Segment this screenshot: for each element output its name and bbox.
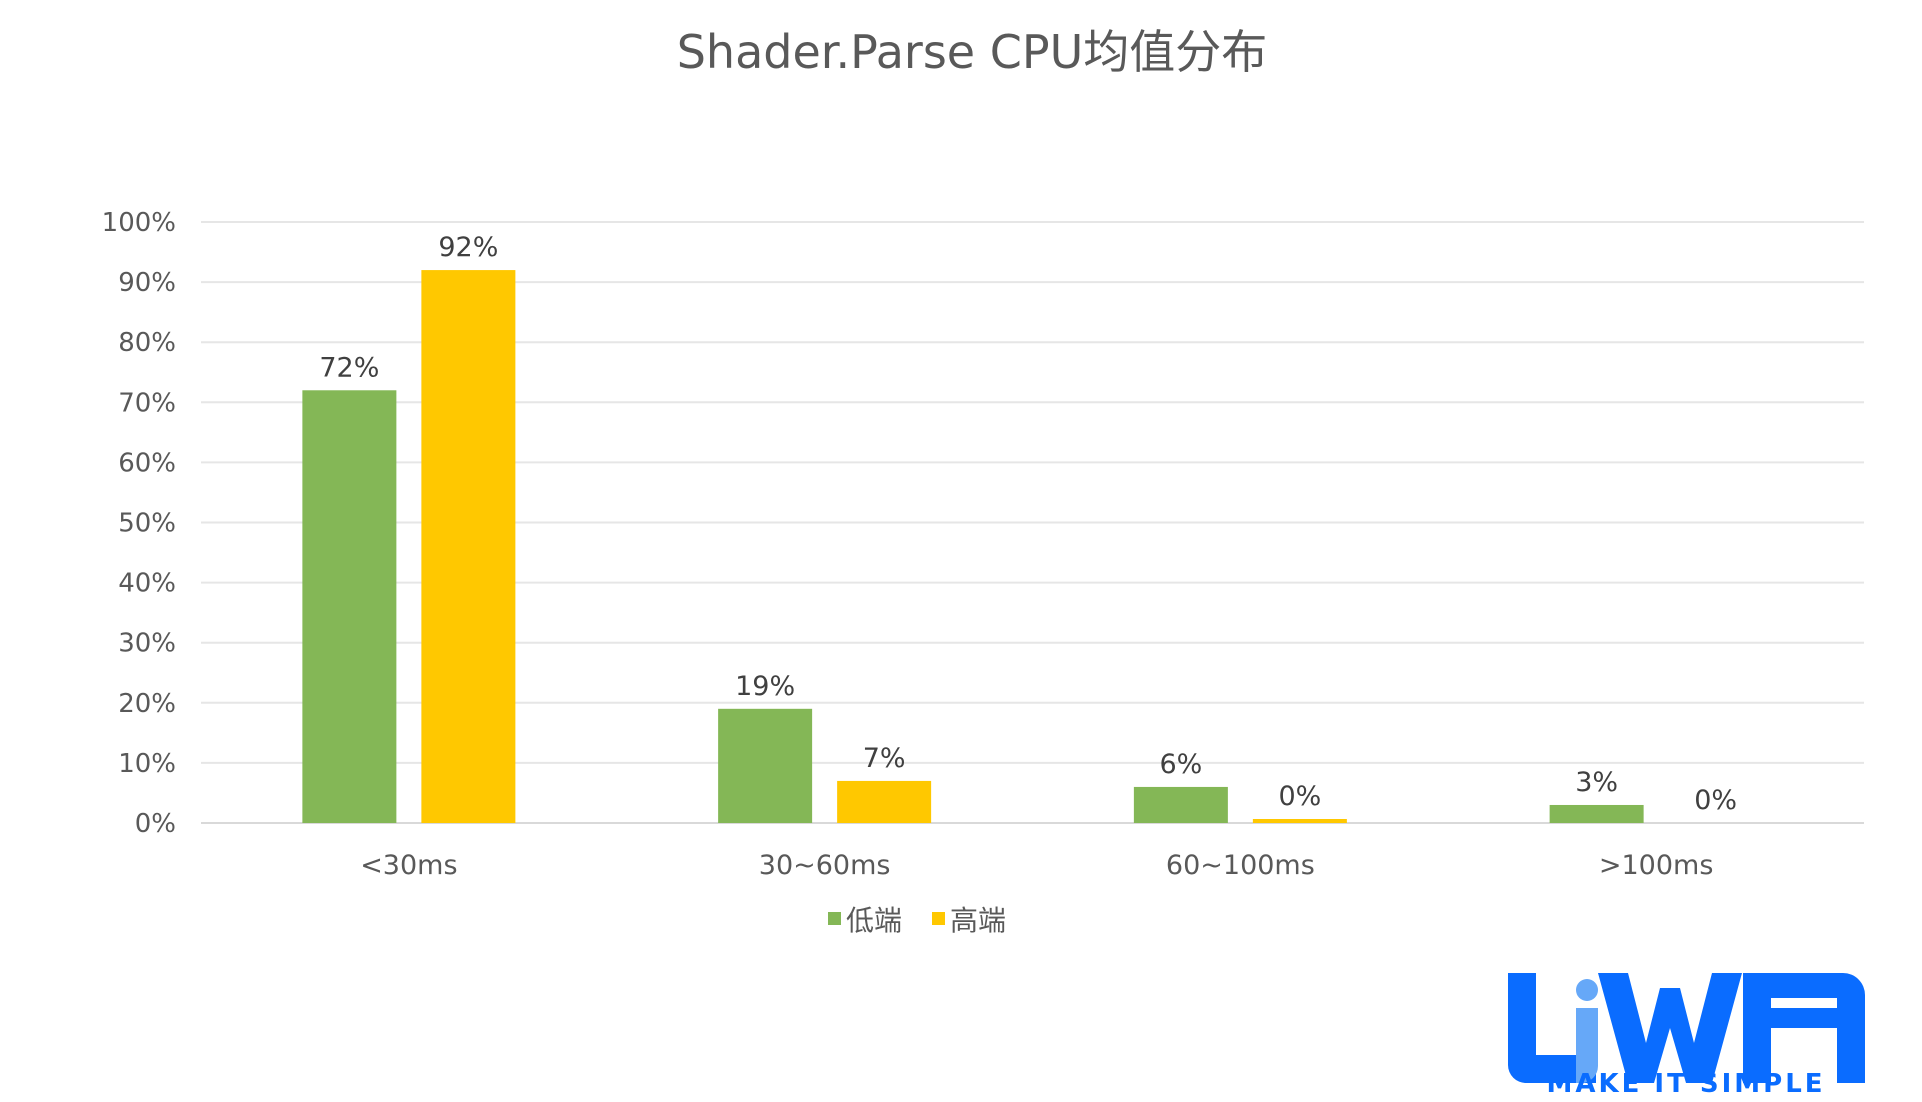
liwa-logo: MAKE IT SIMPLE xyxy=(1508,973,1865,1099)
y-tick-label: 60% xyxy=(118,448,176,478)
legend-label: 高端 xyxy=(950,904,1006,937)
bar-低端-<30ms xyxy=(302,390,397,823)
bar-低端->100ms xyxy=(1549,804,1644,823)
chart-title: Shader.Parse CPU均值分布 xyxy=(677,25,1268,79)
data-label: 19% xyxy=(735,671,795,702)
y-tick-label: 90% xyxy=(118,268,176,298)
y-axis: 0% 10% 20% 30% 40% 50% 60% 70% 80% 90% 100% xyxy=(102,208,176,839)
data-label: 6% xyxy=(1159,749,1202,780)
bar-高端-<30ms xyxy=(421,270,516,824)
x-tick-label: >100ms xyxy=(1599,850,1714,881)
x-axis: <30ms 30~60ms 60~100ms >100ms xyxy=(360,850,1713,881)
bar-高端-60~100ms xyxy=(1252,819,1347,823)
bar-高端-30~60ms xyxy=(837,780,932,823)
y-tick-label: 30% xyxy=(118,629,176,659)
logo-tagline: MAKE IT SIMPLE xyxy=(1546,1069,1825,1098)
y-tick-label: 40% xyxy=(118,569,176,599)
bar-低端-60~100ms xyxy=(1133,786,1228,823)
bar-低端-30~60ms xyxy=(718,708,813,823)
data-label: 0% xyxy=(1694,785,1737,816)
y-tick-label: 50% xyxy=(118,509,176,539)
y-tick-label: 70% xyxy=(118,388,176,418)
data-label: 3% xyxy=(1575,767,1618,798)
bars: 72% 92% 19% 7% 6% 0% 3% 0% xyxy=(302,232,1737,824)
legend-swatch xyxy=(932,912,945,925)
data-label: 72% xyxy=(319,352,379,383)
data-label: 92% xyxy=(438,232,498,263)
legend-label: 低端 xyxy=(846,904,902,937)
x-tick-label: 30~60ms xyxy=(759,850,891,881)
data-label: 7% xyxy=(863,743,906,774)
y-tick-label: 20% xyxy=(118,689,176,719)
data-label: 0% xyxy=(1278,781,1321,812)
x-tick-label: <30ms xyxy=(360,850,457,881)
y-tick-label: 100% xyxy=(102,208,176,238)
y-tick-label: 10% xyxy=(118,749,176,779)
legend-swatch xyxy=(828,912,841,925)
y-tick-label: 0% xyxy=(135,809,176,839)
y-tick-label: 80% xyxy=(118,328,176,358)
legend: 低端 高端 xyxy=(828,904,1006,937)
x-tick-label: 60~100ms xyxy=(1166,850,1315,881)
